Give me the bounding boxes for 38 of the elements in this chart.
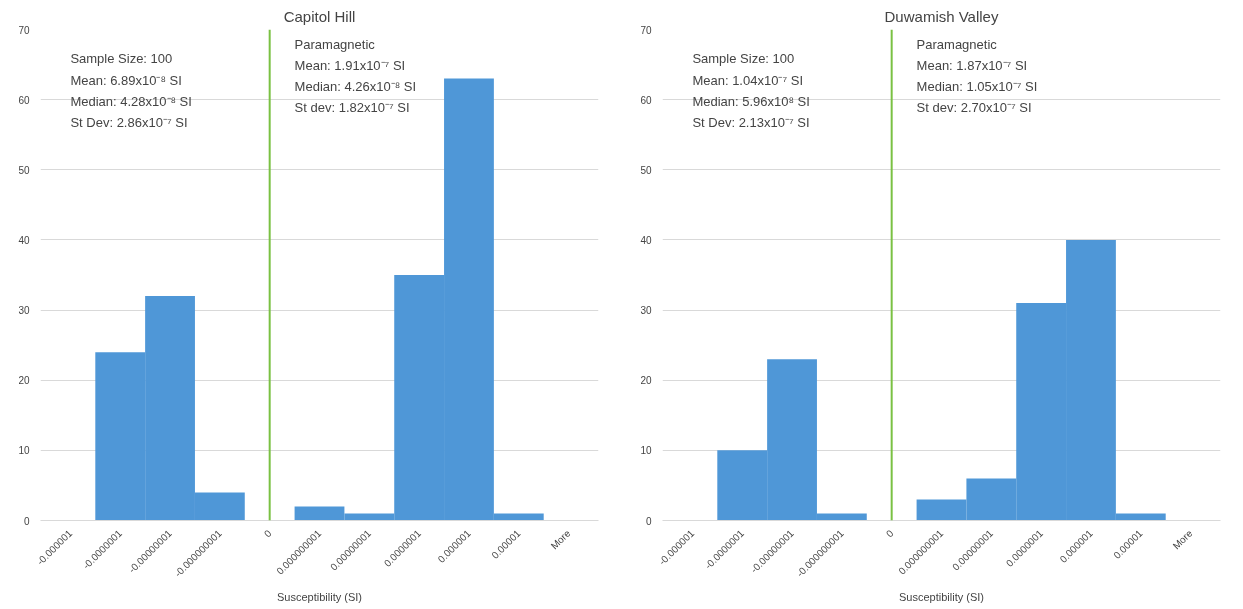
y-tick-label: 10 — [18, 445, 30, 457]
annotation: Mean: 6.89x10⁻⁸ SI — [70, 72, 182, 88]
y-tick-label: 60 — [18, 94, 30, 106]
annotation: St Dev: 2.13x10⁻⁷ SI — [692, 114, 810, 130]
y-tick-label: 0 — [23, 515, 30, 527]
annotation: Paramagnetic — [916, 36, 998, 52]
y-tick-label: 40 — [18, 234, 30, 246]
annotation: St dev: 1.82x10⁻⁷ SI — [294, 100, 410, 116]
y-tick-label: 30 — [640, 305, 652, 317]
annotation: St Dev: 2.86x10⁻⁷ SI — [70, 114, 188, 130]
annotation: Median: 4.26x10⁻⁸ SI — [294, 78, 417, 94]
y-tick-label: 20 — [640, 375, 652, 387]
annotation: Sample Size: 100 — [692, 51, 795, 67]
y-tick-label: 70 — [640, 24, 652, 36]
annotation: Paramagnetic — [294, 36, 376, 52]
y-tick-label: 50 — [18, 164, 30, 176]
x-tick-label: 0 — [261, 527, 274, 540]
annotation: Median: 4.28x10⁻⁸ SI — [70, 93, 192, 109]
annotation: Mean: 1.04x10⁻⁷ SI — [692, 72, 803, 88]
chart-title: Duwamish Valley — [884, 7, 999, 25]
y-tick-label: 0 — [645, 515, 652, 527]
annotation: Median: 5.96x10⁸ SI — [692, 93, 810, 109]
y-tick-label: 50 — [640, 164, 652, 176]
annotation: Median: 1.05x10⁻⁷ SI — [916, 78, 1038, 94]
annotation: St dev: 2.70x10⁻⁷ SI — [916, 100, 1032, 116]
annotation: Mean: 1.91x10⁻⁷ SI — [294, 57, 406, 73]
annotation: Mean: 1.87x10⁻⁷ SI — [916, 57, 1028, 73]
annotation: Sample Size: 100 — [70, 51, 173, 67]
chart-title: Capitol Hill — [283, 7, 356, 25]
y-tick-label: 30 — [18, 305, 30, 317]
y-tick-label: 20 — [18, 375, 30, 387]
x-axis-title: Susceptibility (SI) — [899, 590, 984, 603]
x-axis-title: Susceptibility (SI) — [277, 590, 362, 603]
y-tick-label: 70 — [18, 24, 30, 36]
y-tick-label: 40 — [640, 234, 652, 246]
y-tick-label: 10 — [640, 445, 652, 457]
y-tick-label: 60 — [640, 94, 652, 106]
x-tick-label: 0 — [883, 527, 896, 540]
